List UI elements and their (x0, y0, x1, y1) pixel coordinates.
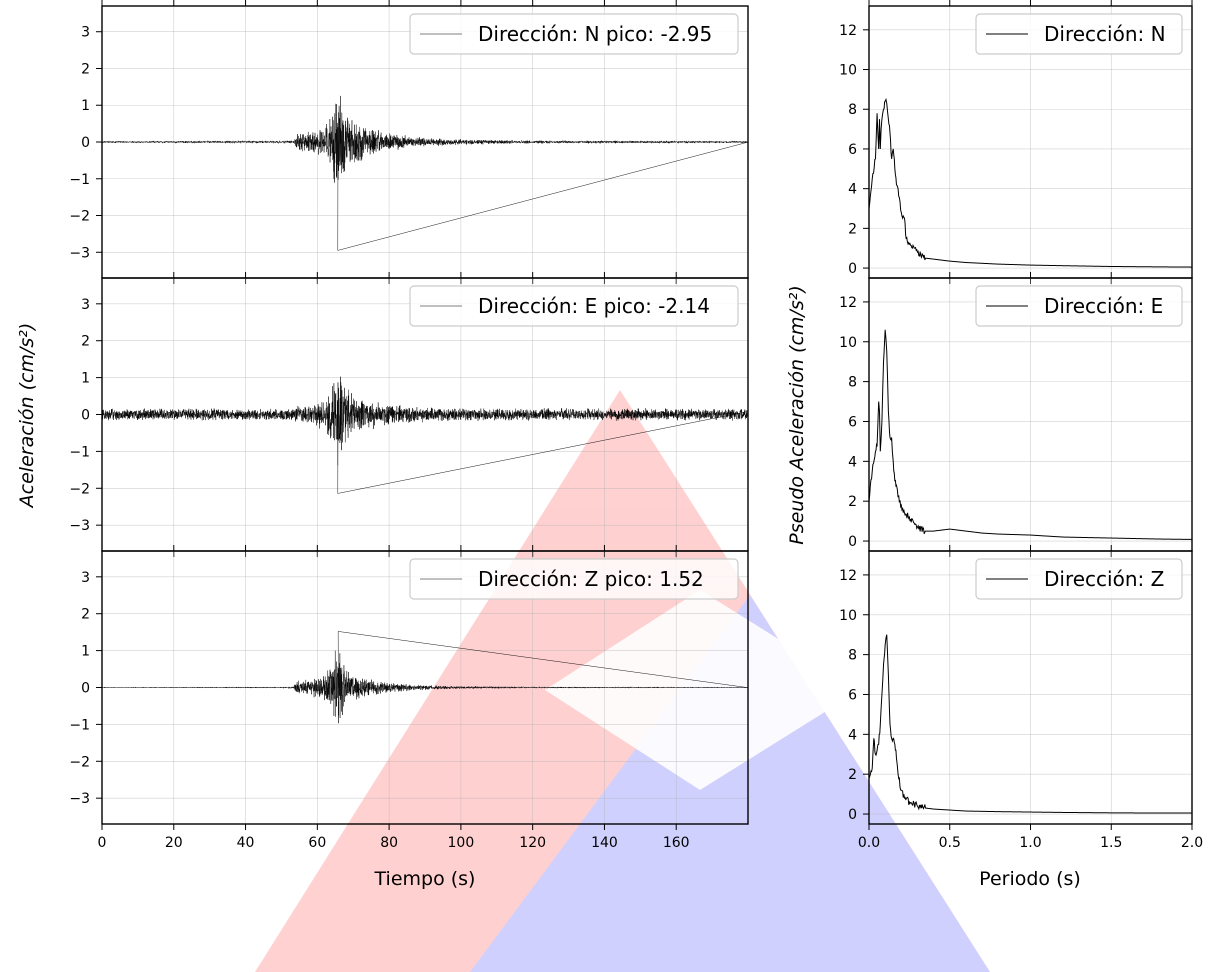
x-tick-label: 1.5 (1100, 835, 1122, 851)
y-tick-label: 0 (848, 534, 857, 550)
y-tick-label: 10 (839, 63, 857, 79)
y-tick-label: 1 (81, 98, 90, 114)
series-line (868, 97, 1192, 268)
y-tick-label: 3 (81, 25, 90, 41)
x-axis-label-time: Tiempo (s) (374, 868, 476, 890)
y-tick-label: 2 (81, 61, 90, 77)
y-tick-label: 1 (81, 371, 90, 387)
y-tick-label: 4 (848, 182, 857, 198)
y-axis-label-pseudo-acceleration: Pseudo Aceleración (cm/s²) (786, 285, 808, 545)
y-tick-label: 2 (848, 767, 857, 783)
legend-label: Dirección: N (1044, 22, 1166, 46)
x-axis-label-period: Periodo (s) (979, 868, 1081, 890)
legend-box (975, 285, 1183, 327)
y-tick-label: 12 (839, 23, 857, 39)
x-tick-label: 2.0 (1181, 835, 1203, 851)
legend-label: Dirección: N pico: -2.95 (478, 22, 712, 46)
y-tick-label: −2 (69, 754, 90, 770)
chart-panel-3: −3 −2 −1 0 1 2 3 0 20 40 60 80 100 120 140 160 Dirección… (69, 545, 749, 851)
y-tick-label: 1 (81, 644, 90, 660)
legend-label: Dirección: Z pico: 1.52 (478, 567, 704, 591)
y-tick-label: 3 (81, 297, 90, 313)
legend-label: Dirección: Z (1044, 567, 1164, 591)
chart-panel-6: 0 2 4 6 8 10 12 0.0 0.5 1.0 1.5 2.0 Dirección: Z (839, 545, 1203, 851)
legend-label: Dirección: E pico: -2.14 (478, 294, 710, 318)
series-line (101, 95, 749, 251)
legend-box (975, 13, 1183, 55)
chart-panel-4: 0 2 4 6 8 10 12 Dirección: N (839, 0, 1193, 284)
chart-panel-5: 0 2 4 6 8 10 12 Dirección: E (839, 272, 1193, 557)
x-tick-label: 120 (519, 835, 546, 851)
y-tick-label: 0 (848, 807, 857, 823)
y-tick-label: −1 (69, 444, 90, 460)
y-tick-label: 6 (848, 687, 857, 703)
y-tick-label: −2 (69, 481, 90, 497)
y-tick-label: 3 (81, 570, 90, 586)
y-tick-label: 4 (848, 454, 857, 470)
y-tick-label: 6 (848, 414, 857, 430)
y-tick-label: 10 (839, 335, 857, 351)
legend-box (975, 558, 1183, 600)
y-tick-label: 8 (848, 102, 857, 118)
y-tick-label: −1 (69, 172, 90, 188)
x-tick-label: 60 (308, 835, 326, 851)
y-tick-label: −3 (69, 791, 90, 807)
x-tick-label: 80 (380, 835, 398, 851)
series-line (101, 631, 749, 724)
y-axis-label-acceleration: Aceleración (cm/s²) (16, 323, 38, 510)
y-tick-label: 2 (81, 607, 90, 623)
y-tick-label: 2 (848, 494, 857, 510)
x-tick-label: 0 (98, 835, 107, 851)
x-tick-label: 0.0 (858, 835, 880, 851)
x-tick-label: 1.0 (1019, 835, 1041, 851)
series-line (868, 329, 1193, 540)
y-tick-label: 0 (81, 135, 90, 151)
y-tick-label: 0 (81, 681, 90, 697)
series-line (101, 376, 749, 494)
y-tick-label: 0 (848, 261, 857, 277)
x-tick-label: 0.5 (939, 835, 961, 851)
legend-box (409, 558, 739, 600)
chart-panel-2: −3 −2 −1 0 1 2 3 Dirección: E pico: -2.14 (69, 272, 749, 557)
y-tick-label: 6 (848, 142, 857, 158)
x-tick-label: 100 (448, 835, 475, 851)
y-tick-label: 12 (839, 295, 857, 311)
series-line (868, 634, 1192, 814)
y-tick-label: −3 (69, 245, 90, 261)
y-tick-label: 12 (839, 568, 857, 584)
legend-label: Dirección: E (1044, 294, 1163, 318)
y-tick-label: −1 (69, 717, 90, 733)
y-tick-label: 0 (81, 408, 90, 424)
chart-panel-1: −3 −2 −1 0 1 2 3 Dirección: N pico: -2.95 (69, 0, 749, 284)
y-tick-label: −2 (69, 209, 90, 225)
legend-box (409, 285, 739, 327)
x-tick-label: 20 (165, 835, 183, 851)
legend-box (409, 13, 739, 55)
y-tick-label: 8 (848, 648, 857, 664)
y-tick-label: 8 (848, 375, 857, 391)
y-tick-label: 2 (848, 221, 857, 237)
x-tick-label: 40 (237, 835, 255, 851)
y-tick-label: −3 (69, 518, 90, 534)
y-tick-label: 10 (839, 608, 857, 624)
x-tick-label: 160 (663, 835, 690, 851)
y-tick-label: 2 (81, 334, 90, 350)
watermark-logo (255, 390, 990, 972)
y-tick-label: 4 (848, 727, 857, 743)
x-tick-label: 140 (591, 835, 618, 851)
